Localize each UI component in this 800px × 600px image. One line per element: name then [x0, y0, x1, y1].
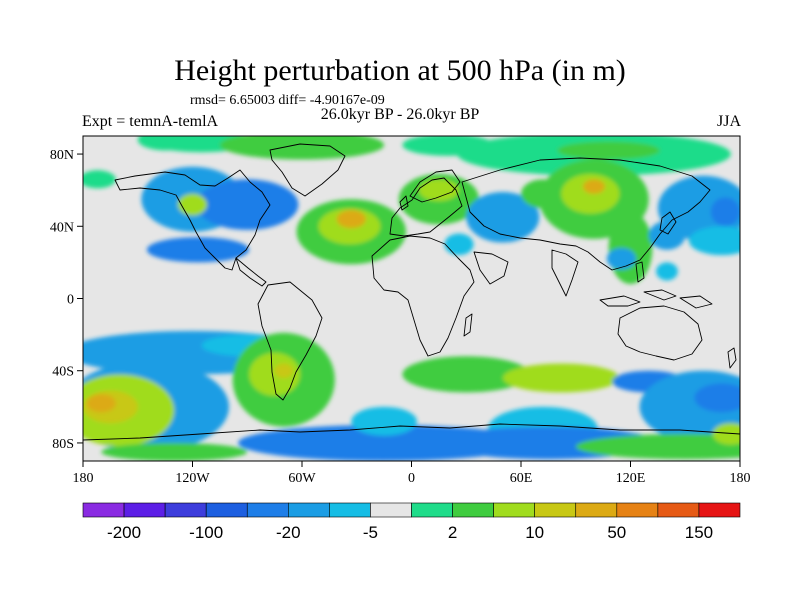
- contour-region: [249, 352, 301, 397]
- colorbar-box: [123, 502, 166, 518]
- contour-region: [694, 383, 740, 413]
- rmsd-diff-stats: rmsd= 6.65003 diff= -4.90167e-09: [190, 93, 385, 108]
- contour-region: [557, 141, 660, 160]
- colorbar-label: -5: [363, 523, 378, 542]
- colorbar-box: [657, 502, 700, 518]
- x-tick-label: 60W: [288, 471, 316, 486]
- contour-region: [444, 233, 474, 256]
- coastlines: [83, 143, 740, 441]
- experiment-label: Expt = temnA-temlA: [82, 113, 219, 130]
- colorbar-box: [575, 502, 618, 518]
- y-axis: 80N 40N 0 40S 80S: [50, 148, 83, 452]
- colorbar-box: [698, 502, 741, 518]
- contour-region: [83, 170, 116, 189]
- contour-region: [351, 406, 417, 436]
- contour-region: [466, 191, 540, 243]
- colorbar-box: [329, 502, 371, 518]
- contour-region: [608, 211, 653, 285]
- colorbar-box: [493, 502, 535, 518]
- y-tick-label: 40N: [50, 220, 74, 235]
- contour-region: [402, 356, 531, 393]
- plot-area: [83, 136, 740, 461]
- colorbar-label: 150: [685, 523, 713, 542]
- contour-regions: [83, 136, 740, 461]
- x-tick-label: 120E: [616, 471, 646, 486]
- contour-region: [502, 363, 620, 393]
- colorbar-box: [288, 502, 330, 518]
- contour-region: [656, 262, 678, 281]
- contour-region: [238, 424, 531, 461]
- contour-region: [146, 237, 250, 263]
- colorbar-box: [164, 502, 207, 518]
- colorbar-box: [411, 502, 453, 518]
- colorbar: -200 -100 -20 -5 2 10 50 150: [82, 502, 741, 542]
- contour-region: [274, 363, 293, 378]
- contour-region: [583, 179, 605, 194]
- contour-region: [289, 136, 370, 155]
- colorbar-box: [452, 502, 494, 518]
- contour-region: [575, 433, 740, 460]
- season-label: JJA: [716, 113, 741, 130]
- x-axis: 180 120W 60W 0 60E 120E 180: [73, 461, 751, 486]
- contour-region: [561, 173, 620, 214]
- x-tick-label: 120W: [175, 471, 210, 486]
- y-tick-label: 0: [67, 293, 74, 308]
- colorbar-label: 2: [448, 523, 457, 542]
- colorbar-label: -100: [189, 523, 223, 542]
- contour-region: [177, 193, 208, 216]
- chart-subtitle: 26.0kyr BP - 26.0kyr BP: [320, 106, 480, 123]
- x-tick-label: 60E: [510, 471, 533, 486]
- chart-title: Height perturbation at 500 hPa (in m): [174, 54, 626, 87]
- x-tick-label: 180: [730, 471, 751, 486]
- colorbar-box: [534, 502, 577, 518]
- x-tick-label: 0: [408, 471, 415, 486]
- colorbar-label: 50: [607, 523, 626, 542]
- colorbar-box: [616, 502, 659, 518]
- colorbar-label: -20: [276, 523, 301, 542]
- y-tick-label: 80N: [50, 148, 74, 163]
- contour-region: [418, 179, 459, 202]
- contour-region: [688, 226, 740, 256]
- contour-region: [710, 197, 740, 227]
- colorbar-box: [246, 502, 289, 518]
- y-tick-label: 40S: [52, 365, 74, 380]
- contour-region: [712, 423, 740, 445]
- contour-region: [336, 210, 366, 229]
- colorbar-box: [205, 502, 248, 518]
- x-tick-label: 180: [73, 471, 94, 486]
- contour-region: [86, 394, 116, 413]
- contour-region: [606, 247, 636, 270]
- colorbar-label: 10: [525, 523, 544, 542]
- colorbar-box: [82, 502, 125, 518]
- contour-region: [196, 179, 299, 230]
- colorbar-box: [370, 502, 412, 518]
- contour-region: [101, 442, 248, 461]
- y-tick-label: 80S: [52, 437, 74, 452]
- colorbar-label: -200: [107, 523, 141, 542]
